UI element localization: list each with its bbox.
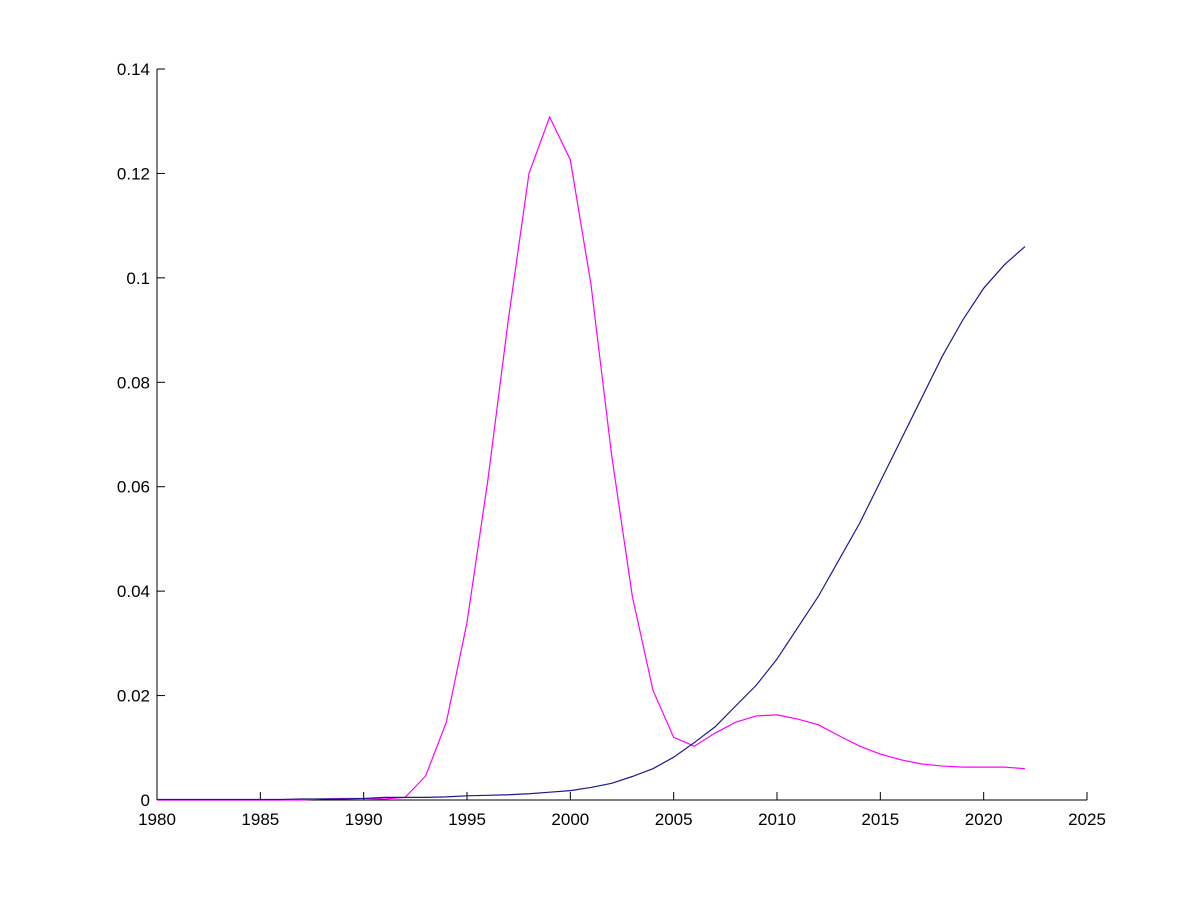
y-tick-label: 0 — [141, 791, 150, 810]
y-tick-label: 0.08 — [117, 373, 150, 392]
x-tick-label: 1995 — [448, 810, 486, 829]
y-tick-label: 0.14 — [117, 60, 150, 79]
y-tick-label: 0.12 — [117, 164, 150, 183]
x-tick-label: 1990 — [345, 810, 383, 829]
y-tick-label: 0.04 — [117, 582, 150, 601]
x-tick-label: 1980 — [138, 810, 176, 829]
y-tick-label: 0.06 — [117, 478, 150, 497]
y-tick-label: 0.1 — [126, 269, 150, 288]
series-line — [157, 115, 1026, 801]
x-tick-label: 1985 — [241, 810, 279, 829]
x-tick-label: 2025 — [1068, 810, 1106, 829]
series-line — [157, 246, 1026, 801]
y-tick-label: 0.02 — [117, 687, 150, 706]
x-tick-label: 2000 — [551, 810, 589, 829]
x-tick-label: 2020 — [965, 810, 1003, 829]
x-tick-label: 2005 — [655, 810, 693, 829]
x-tick-label: 2010 — [758, 810, 796, 829]
x-tick-label: 2015 — [861, 810, 899, 829]
